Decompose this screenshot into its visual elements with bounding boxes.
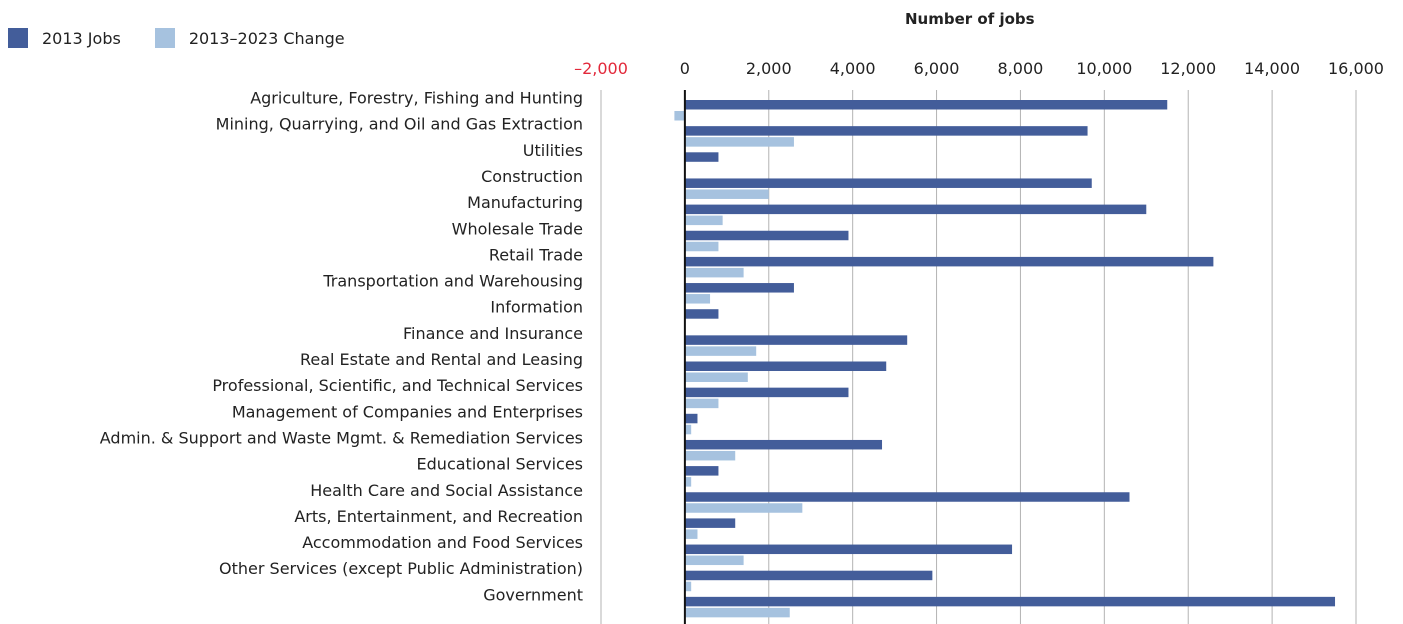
bar-2013-jobs [685,100,1167,110]
bar-2013-jobs [685,283,794,293]
bar-change [685,137,794,147]
category-label: Health Care and Social Assistance [310,481,583,500]
category-label: Accommodation and Food Services [302,533,583,552]
x-tick-label: 8,000 [998,59,1044,78]
bar-2013-jobs [685,466,719,476]
category-label: Professional, Scientific, and Technical … [212,376,583,395]
x-tick-label: 6,000 [914,59,960,78]
bar-change [685,399,719,409]
category-label: Government [483,585,583,604]
bar-change [685,346,756,356]
category-label: Educational Services [417,455,583,474]
bar-2013-jobs [685,152,719,162]
bar-2013-jobs [685,257,1214,267]
bar-2013-jobs [685,545,1012,555]
category-label: Construction [481,167,583,186]
category-label: Management of Companies and Enterprises [232,402,583,421]
x-tick-label: 2,000 [746,59,792,78]
x-tick-label: 16,000 [1328,59,1384,78]
bar-change [685,608,790,618]
bar-2013-jobs [685,205,1146,215]
bar-2013-jobs [685,335,907,345]
bar-2013-jobs [685,597,1335,607]
category-label: Finance and Insurance [403,324,583,343]
bar-change [685,503,802,513]
category-label: Admin. & Support and Waste Mgmt. & Remed… [100,428,583,447]
bar-change [674,111,684,121]
bar-2013-jobs [685,178,1092,188]
category-label: Arts, Entertainment, and Recreation [294,507,583,526]
bar-change [685,451,735,461]
bar-change [685,216,723,226]
bar-change [685,242,719,252]
bar-2013-jobs [685,388,849,398]
x-tick-label: –2,000 [574,59,628,78]
bar-change [685,556,744,566]
category-label: Other Services (except Public Administra… [219,559,583,578]
category-label: Utilities [523,141,583,160]
bar-2013-jobs [685,571,932,581]
bar-change [685,268,744,278]
x-tick-label: 10,000 [1076,59,1132,78]
bar-2013-jobs [685,518,735,528]
x-tick-label: 12,000 [1160,59,1216,78]
bar-change [685,373,748,383]
x-tick-label: 4,000 [830,59,876,78]
category-label: Retail Trade [489,245,583,264]
category-label: Agriculture, Forestry, Fishing and Hunti… [250,89,583,108]
x-tick-label: 14,000 [1244,59,1300,78]
bar-2013-jobs [685,414,698,424]
bar-2013-jobs [685,309,719,319]
x-tick-label: 0 [680,59,690,78]
category-label: Real Estate and Rental and Leasing [300,350,583,369]
bar-change [685,294,710,304]
bar-2013-jobs [685,126,1088,135]
category-label: Information [490,298,583,317]
category-label: Transportation and Warehousing [322,272,583,291]
bar-2013-jobs [685,362,886,372]
bar-change [685,189,769,199]
bar-2013-jobs [685,231,849,241]
bar-2013-jobs [685,440,882,450]
bar-change [685,529,698,539]
category-label: Manufacturing [467,193,583,212]
category-label: Mining, Quarrying, and Oil and Gas Extra… [216,115,583,134]
bar-2013-jobs [685,492,1130,502]
category-label: Wholesale Trade [452,219,583,238]
